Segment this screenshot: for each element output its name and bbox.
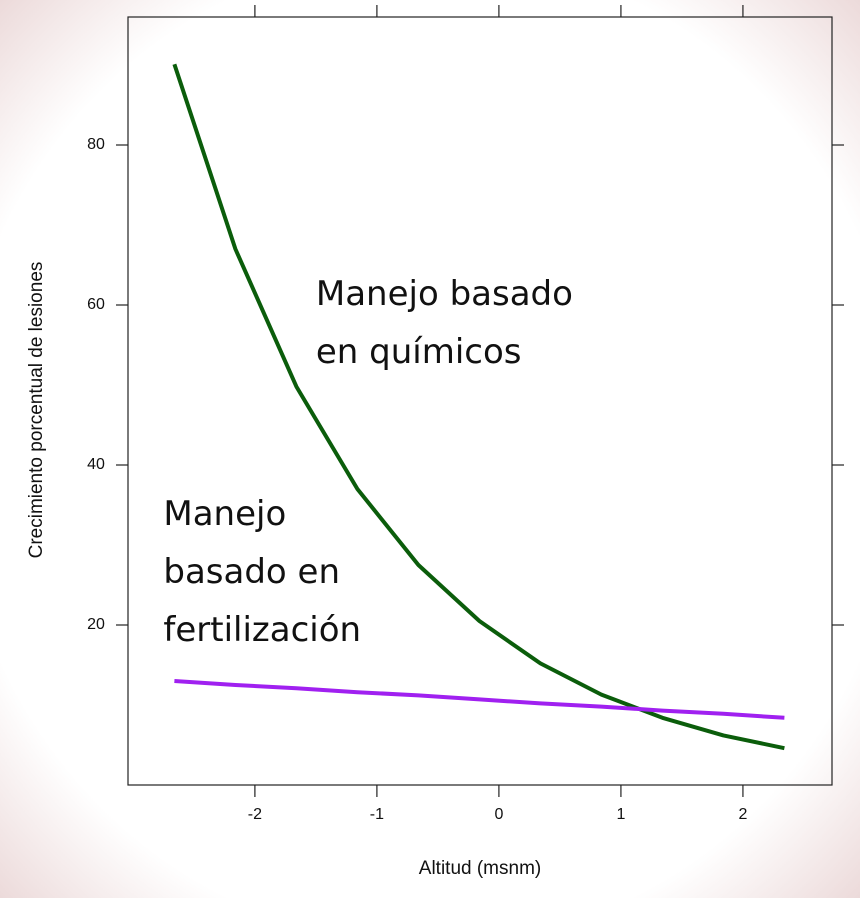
y-axis-label: Crecimiento porcentual de lesiones [26,262,47,559]
annotation: basado en [163,552,340,592]
x-tick-label: 0 [494,806,503,823]
annotation: fertilización [163,610,361,650]
x-tick-label: -2 [248,806,262,823]
x-tick-label: -1 [370,806,384,823]
series-line [174,679,785,720]
y-tick-label: 20 [87,616,105,633]
x-tick-label: 2 [738,806,747,823]
y-tick-label: 40 [87,456,105,473]
series-line [172,63,785,751]
x-axis-label: Altitud (msnm) [419,858,541,879]
y-tick-label: 80 [87,136,105,153]
plot-frame [127,16,833,786]
annotation: en químicos [316,332,522,372]
annotation: Manejo basado [316,274,573,314]
y-tick-label: 60 [87,296,105,313]
annotation: Manejo [163,494,286,534]
x-tick-label: 1 [616,806,625,823]
